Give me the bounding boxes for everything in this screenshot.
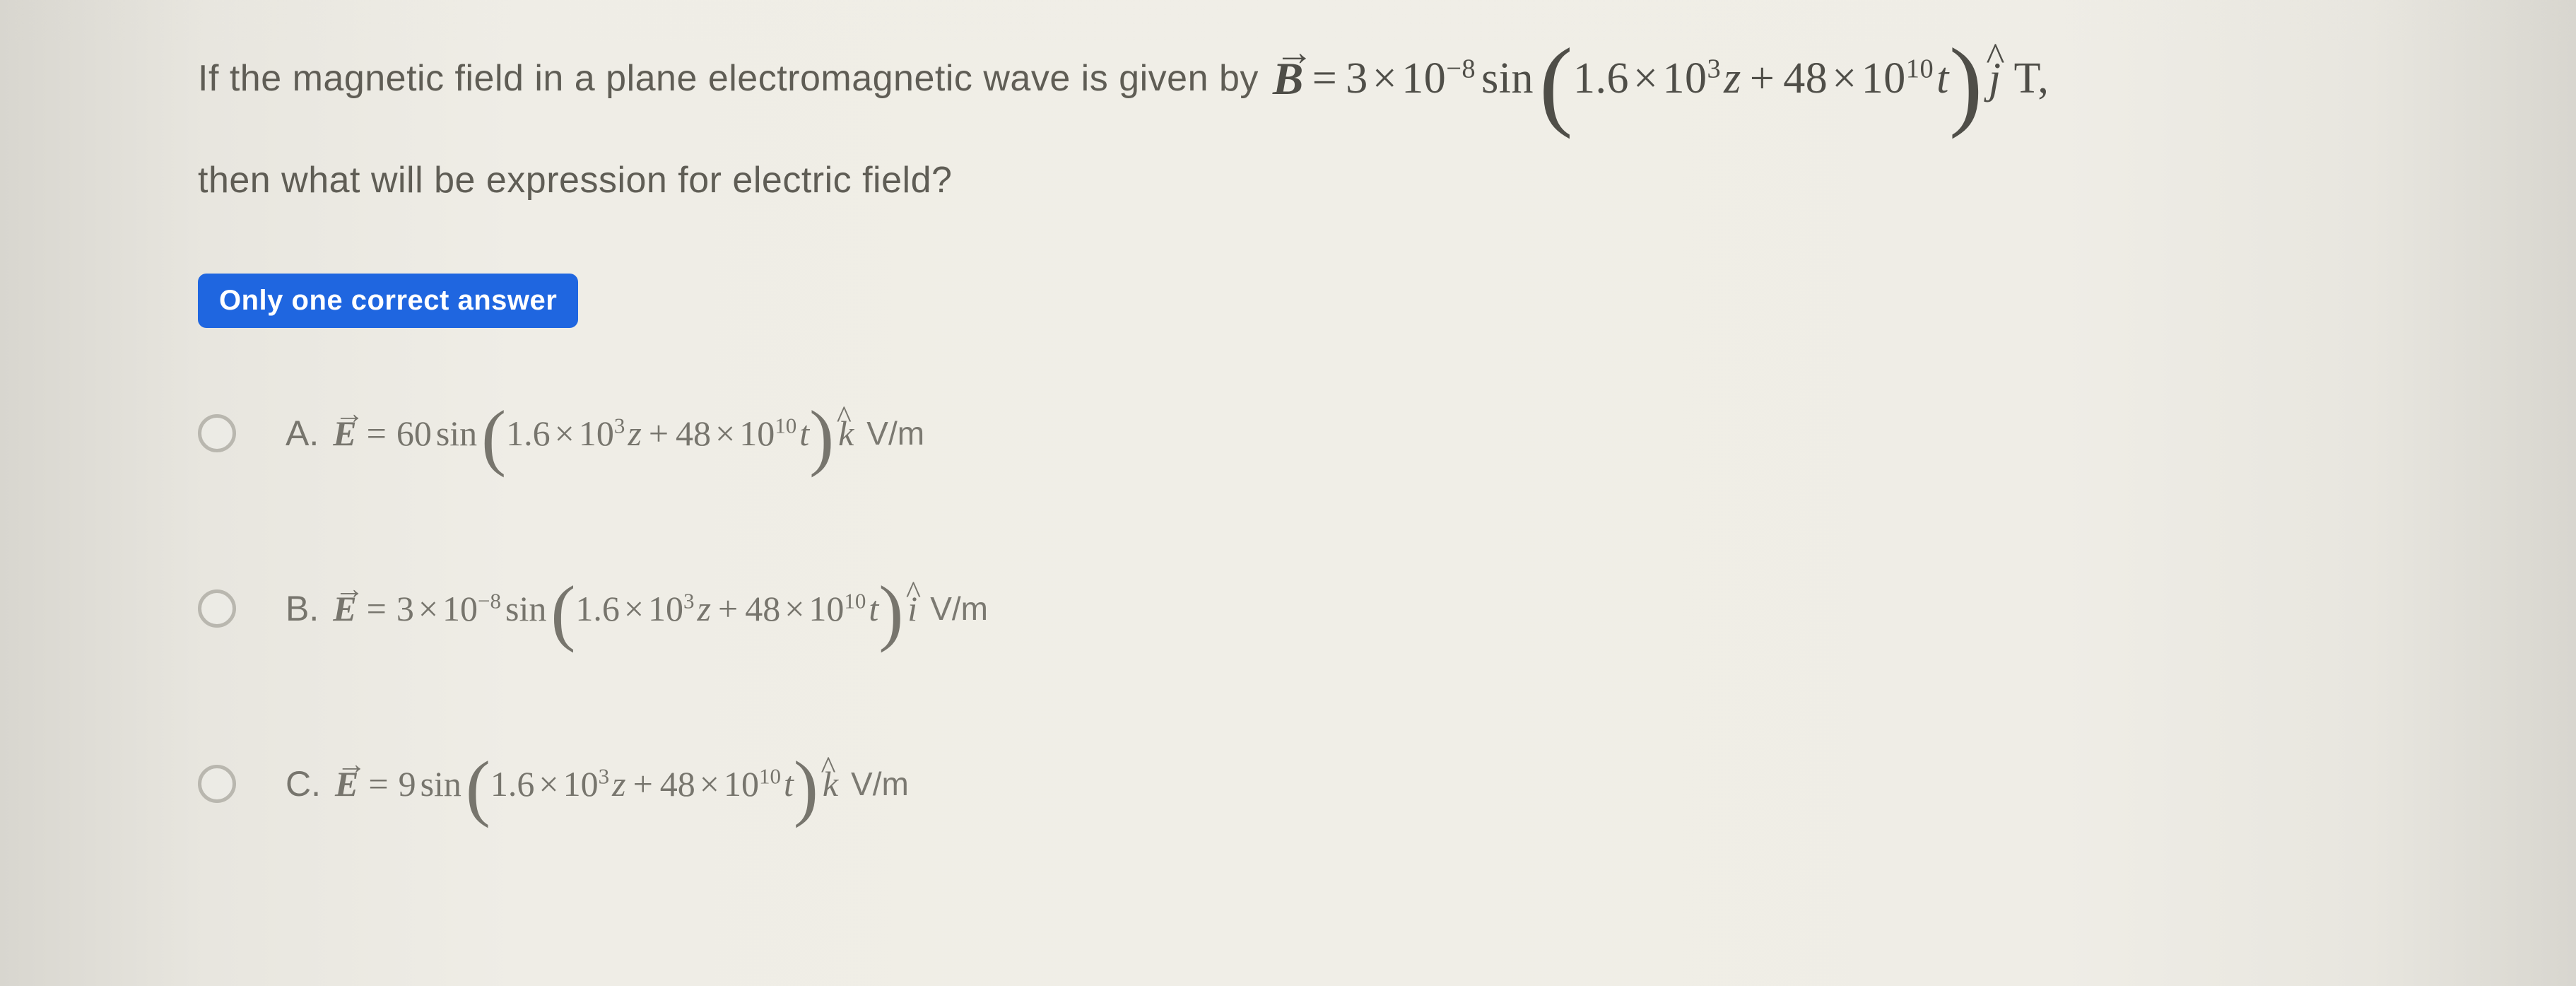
- radio-icon[interactable]: [198, 765, 236, 803]
- coeff-a: 60: [396, 413, 432, 454]
- exp-10: 10: [1906, 54, 1934, 84]
- exp3-a: 10: [775, 413, 796, 438]
- k-b: 1.6: [575, 588, 620, 629]
- coeff-b: 3: [396, 588, 414, 629]
- options-list: A. →E = 60 sin ( 1.6 × 103 z + 48 × 1010…: [198, 413, 2378, 804]
- k-val: 1.6: [1573, 44, 1629, 114]
- option-b[interactable]: B. →E = 3 × 10−8 sin ( 1.6 × 103 z + 48 …: [198, 588, 2378, 629]
- var-z: z: [1721, 44, 1741, 114]
- exp3-c: 10: [759, 764, 781, 789]
- exp-neg8: −8: [1446, 54, 1476, 84]
- option-equation: →E = 3 × 10−8 sin ( 1.6 × 103 z + 48 × 1…: [333, 588, 922, 629]
- k-a: 1.6: [506, 413, 551, 454]
- option-equation: →E = 60 sin ( 1.6 × 103 z + 48 × 1010 t …: [333, 413, 858, 454]
- radio-icon[interactable]: [198, 414, 236, 452]
- unit-b: V/m: [930, 589, 988, 628]
- unit-a: V/m: [866, 414, 924, 452]
- exp3-b: 10: [844, 589, 866, 614]
- var-t: t: [1934, 44, 1949, 114]
- option-a[interactable]: A. →E = 60 sin ( 1.6 × 103 z + 48 × 1010…: [198, 413, 2378, 454]
- question-line2: then what will be expression for electri…: [198, 151, 2378, 210]
- plus-48: 48: [1783, 44, 1828, 114]
- preexpval-b: −8: [478, 589, 501, 614]
- k-c: 1.6: [490, 763, 535, 804]
- unit-c: V/m: [851, 765, 909, 803]
- exp2-c: 3: [599, 764, 610, 789]
- question-lead: If the magnetic field in a plane electro…: [198, 49, 1259, 108]
- option-c[interactable]: C. →E = 9 sin ( 1.6 × 103 z + 48 × 1010 …: [198, 763, 2378, 804]
- coeff: 3: [1346, 44, 1368, 114]
- coeff-c: 9: [399, 763, 416, 804]
- exp2-b: 3: [683, 589, 695, 614]
- unit-tesla: T,: [2007, 44, 2049, 114]
- option-label: B.: [286, 588, 319, 629]
- option-equation: →E = 9 sin ( 1.6 × 103 z + 48 × 1010 t )…: [335, 763, 842, 804]
- plus-a: 48: [676, 413, 711, 454]
- exp2-a: 3: [614, 413, 625, 438]
- plus-c: 48: [660, 763, 695, 804]
- plus-b: 48: [745, 588, 780, 629]
- question-block: If the magnetic field in a plane electro…: [198, 42, 2378, 210]
- radio-icon[interactable]: [198, 589, 236, 628]
- preexp-b: 10: [442, 589, 478, 628]
- question-equation: →B = 3 × 10−8 sin ( 1.6 × 103 z + 48 × 1…: [1273, 42, 2049, 116]
- option-label: A.: [286, 413, 319, 454]
- exp-3: 3: [1707, 54, 1721, 84]
- correct-answer-badge: Only one correct answer: [198, 274, 578, 328]
- option-label: C.: [286, 763, 321, 804]
